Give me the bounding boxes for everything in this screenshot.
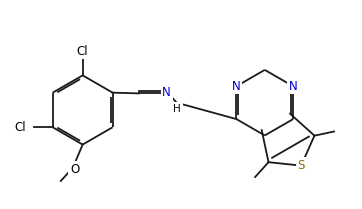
Text: Cl: Cl xyxy=(14,121,26,134)
Text: H: H xyxy=(173,104,181,114)
Text: N: N xyxy=(289,80,298,93)
Text: S: S xyxy=(298,159,305,172)
Text: N: N xyxy=(162,86,171,99)
Text: O: O xyxy=(70,163,79,176)
Text: N: N xyxy=(232,80,241,93)
Text: Cl: Cl xyxy=(77,45,88,58)
